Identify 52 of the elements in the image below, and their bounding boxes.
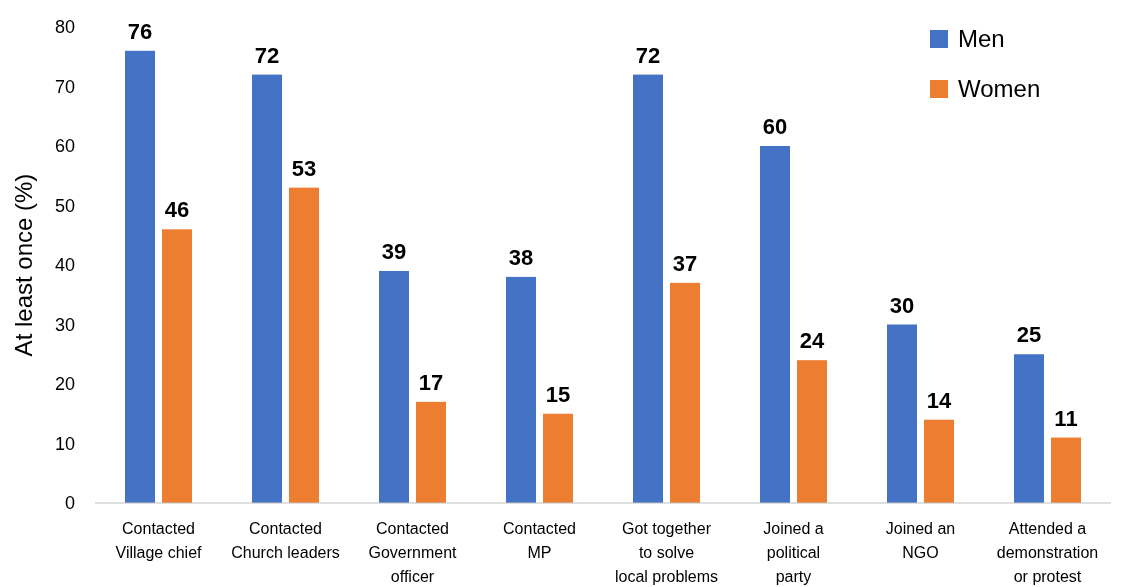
bar — [1051, 437, 1081, 503]
y-tick-label: 50 — [54, 195, 75, 216]
bar — [289, 187, 319, 503]
bar — [797, 360, 827, 503]
data-label: 17 — [418, 369, 444, 395]
bar — [379, 270, 409, 503]
data-label: 15 — [545, 381, 571, 407]
x-tick-label: Joined a political party — [763, 520, 824, 585]
y-tick-label: 70 — [54, 76, 75, 97]
y-tick-label: 60 — [54, 136, 75, 157]
bar — [125, 50, 155, 503]
bar — [162, 229, 192, 503]
legend-label: Men — [958, 25, 1005, 53]
data-label: 30 — [889, 292, 915, 318]
y-tick-label: 20 — [54, 374, 75, 395]
x-tick-label: Got together to solve local problems — [614, 520, 719, 585]
x-tick-label: Contacted Village chief — [115, 520, 203, 561]
y-tick-label: 10 — [54, 433, 75, 454]
data-label: 46 — [164, 197, 190, 223]
x-tick-label: Contacted Government officer — [368, 520, 458, 585]
bar — [506, 276, 536, 503]
y-tick-label: 30 — [54, 314, 75, 335]
data-label: 38 — [508, 244, 534, 270]
data-label: 37 — [672, 250, 698, 276]
data-label: 76 — [127, 18, 153, 44]
bar — [633, 74, 663, 503]
data-label: 14 — [926, 387, 952, 413]
y-tick-label: 0 — [64, 493, 75, 514]
bar — [887, 324, 917, 503]
data-label: 11 — [1054, 405, 1078, 431]
data-label: 24 — [799, 328, 825, 354]
data-label: 60 — [762, 114, 788, 139]
bar — [252, 74, 282, 503]
data-label: 25 — [1016, 322, 1042, 348]
y-tick-label: 40 — [54, 255, 75, 276]
data-label: 53 — [291, 155, 317, 181]
y-axis-title: At least once (%) — [10, 173, 37, 357]
bar — [924, 419, 954, 503]
bar — [670, 282, 700, 503]
x-tick-label: Contacted MP — [503, 520, 576, 561]
data-label: 72 — [635, 42, 661, 68]
x-tick-label: Joined an NGO — [885, 520, 956, 561]
x-tick-label: Attended a demonstration or protest — [996, 520, 1099, 585]
bar — [1014, 354, 1044, 503]
legend-label: Women — [958, 75, 1041, 103]
bar — [543, 413, 573, 503]
data-label: 39 — [381, 238, 407, 264]
bar — [760, 146, 790, 503]
bar — [416, 401, 446, 503]
x-tick-label: Contacted Church leaders — [231, 520, 340, 561]
data-label: 72 — [254, 42, 280, 68]
y-tick-label: 80 — [54, 17, 75, 38]
